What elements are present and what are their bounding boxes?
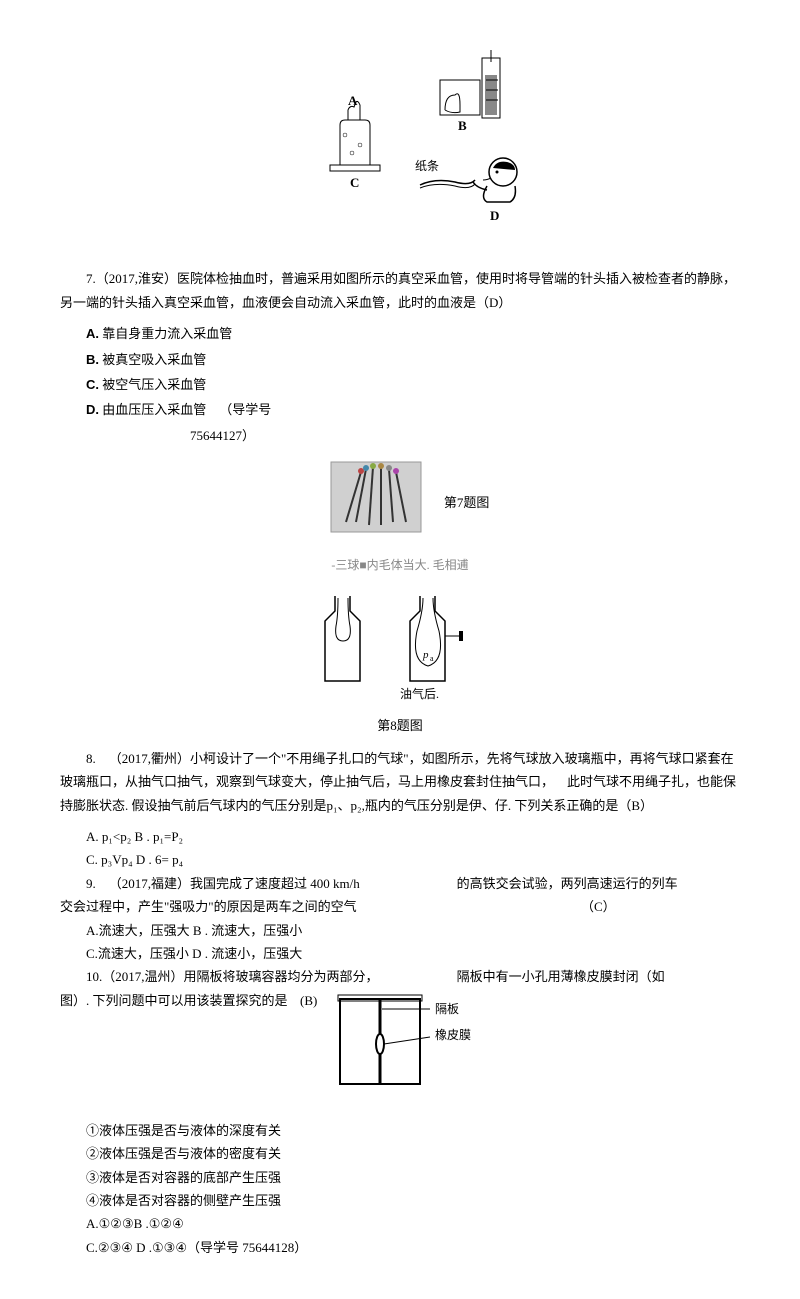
- q7-figure: 第7题图: [60, 457, 740, 544]
- q7-answer: D: [489, 295, 498, 310]
- q10-line1: 10.（2017,温州）用隔板将玻璃容器均分为两部分， 隔板中有一小孔用薄橡皮膜…: [60, 965, 740, 988]
- q8-caption: 第8题图: [60, 714, 740, 737]
- q10-s2: ②液体压强是否与液体的密度有关: [86, 1142, 740, 1165]
- q9-block: 9. （2017,福建）我国完成了速度超过 400 km/h 交会过程中，产生"…: [60, 872, 740, 919]
- q10-l2: 图）. 下列问题中可以用该装置探究的是: [60, 989, 300, 1012]
- label-a: A: [348, 93, 358, 108]
- paper-strip-label: 纸条: [415, 159, 439, 173]
- q9-answer: C: [594, 899, 603, 914]
- q7-suf: ）: [498, 295, 511, 310]
- q10-figure: 隔板 橡皮膜: [330, 989, 490, 1099]
- q8-body: 8. （2017,衢州）小柯设计了一个"不用绳子扎口的气球"，如图所示，先将气球…: [60, 747, 740, 817]
- q8-figure: p a 油气后. 第8题图: [60, 586, 740, 737]
- q8-opt-ab: A. p₁<p₂ B . p₁=P₂: [86, 825, 740, 848]
- fig-abcd: B A C 纸条 D: [240, 50, 560, 250]
- label-d: D: [490, 208, 499, 223]
- label-membrane: 橡皮膜: [435, 1028, 471, 1042]
- q7-opt-b: B. 被真空吸入采血管: [60, 348, 740, 371]
- q7-code: 75644127）: [190, 424, 740, 447]
- q10-imgb: (B): [300, 989, 330, 1012]
- label-c: C: [350, 175, 359, 190]
- q10-s3: ③液体是否对容器的底部产生压强: [86, 1166, 740, 1189]
- q10-opt-ab: A.①②③B .①②④: [86, 1212, 740, 1235]
- q7-caption: 第7题图: [444, 495, 490, 510]
- balloon-bottle: p a 油气后.: [310, 586, 490, 706]
- q10-row: 图）. 下列问题中可以用该装置探究的是 (B) 隔板 橡皮膜: [60, 989, 740, 1099]
- svg-text:a: a: [430, 654, 434, 663]
- q9-opt-ab: A.流速大，压强大 B . 流速大，压强小: [86, 919, 740, 942]
- q8-opt-cd: C. p₃Vp₄ D . 6= p₄: [86, 848, 740, 871]
- tubes-image: [311, 457, 441, 537]
- q10-opt-cd: C.②③④ D .①③④（导学号 75644128）: [86, 1236, 740, 1259]
- q7-text: 7.（2017,淮安）医院体检抽血时，普遍采用如图所示的真空采血管，使用时将导管…: [60, 271, 736, 309]
- q9-l2: 交会过程中，产生"强吸力"的原因是两车之间的空气: [60, 895, 457, 918]
- q8-answer: B: [631, 798, 640, 813]
- q9-l1: 9. （2017,福建）我国完成了速度超过 400 km/h: [60, 872, 457, 895]
- q7-opt-d: D. 由血压压入采血管 （导学号: [60, 398, 740, 421]
- label-partition: 隔板: [435, 1002, 459, 1016]
- gray-text: -三球■内毛体当大. 毛相逋: [60, 555, 740, 577]
- q9-opt-cd: C.流速大，压强小 D . 流速小，压强大: [86, 942, 740, 965]
- q7-opt-a: A. 靠自身重力流入采血管: [60, 322, 740, 345]
- top-figure: B A C 纸条 D: [60, 50, 740, 257]
- label-b: B: [458, 118, 467, 133]
- svg-text:p: p: [422, 649, 429, 661]
- q7-body: 7.（2017,淮安）医院体检抽血时，普遍采用如图所示的真空采血管，使用时将导管…: [60, 267, 740, 314]
- q10-s4: ④液体是否对容器的侧壁产生压强: [86, 1189, 740, 1212]
- after-pump: 油气后.: [400, 686, 439, 701]
- q7-opt-c: C. 被空气压入采血管: [60, 373, 740, 396]
- q9-r1: 的高铁交会试验，两列高速运行的列车: [457, 872, 740, 895]
- q10-s1: ①液体压强是否与液体的深度有关: [86, 1119, 740, 1142]
